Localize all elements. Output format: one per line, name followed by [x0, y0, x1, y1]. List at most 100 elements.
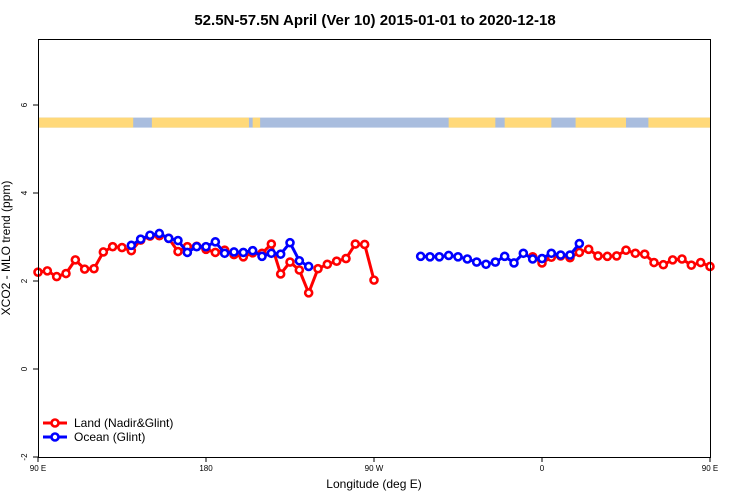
data-point	[695, 257, 706, 268]
land-strip-segment	[504, 117, 552, 128]
land-strip-segment	[151, 117, 249, 128]
data-point	[425, 251, 435, 262]
y-axis: -2 0 2 4 6	[20, 102, 38, 461]
data-point	[462, 254, 473, 264]
data-point	[565, 250, 575, 260]
ocean-strip	[38, 117, 710, 128]
data-point	[294, 255, 305, 266]
land-strip-segment	[648, 117, 710, 128]
y-tick-label: -2	[20, 453, 29, 461]
legend-item: Ocean (Glint)	[43, 430, 145, 444]
data-point	[61, 268, 71, 279]
chart-title: 52.5N-57.5N April (Ver 10) 2015-01-01 to…	[194, 12, 555, 29]
data-point	[266, 248, 277, 259]
land-strip-segment	[448, 117, 496, 128]
data-point	[621, 245, 631, 255]
land-ocean-strip	[38, 117, 710, 128]
data-point	[509, 258, 519, 268]
data-point	[303, 288, 314, 298]
plot-frame	[38, 39, 711, 458]
data-point	[602, 251, 613, 262]
data-point	[257, 251, 267, 262]
data-point	[434, 251, 445, 262]
land-strip-segment	[575, 117, 626, 128]
legend-swatch-marker	[50, 418, 60, 428]
data-point	[583, 244, 594, 255]
data-point	[163, 233, 174, 244]
data-point	[667, 255, 678, 265]
data-point	[443, 250, 454, 261]
data-point	[210, 247, 221, 258]
data-point	[154, 228, 165, 239]
data-point	[51, 271, 62, 282]
data-point	[247, 245, 258, 256]
data-point	[471, 257, 482, 267]
data-point	[275, 269, 286, 279]
y-axis-label: XCO2 - MLO trend (ppm)	[0, 181, 13, 316]
data-point	[70, 255, 81, 265]
data-point	[630, 248, 641, 259]
data-point	[313, 263, 323, 274]
data-point	[686, 260, 697, 270]
series-layer	[33, 228, 715, 298]
data-point	[518, 248, 529, 259]
data-point	[350, 239, 361, 249]
data-point	[369, 275, 379, 285]
data-point	[499, 251, 510, 262]
x-axis: 90 E 180 90 W 0 90 E	[30, 457, 718, 473]
data-point	[42, 266, 53, 276]
y-tick-label: 0	[20, 366, 29, 371]
data-point	[294, 265, 305, 275]
x-tick-label: 90 E	[702, 464, 718, 473]
data-point	[593, 251, 603, 261]
x-tick-label: 90 W	[365, 464, 384, 473]
legend-item: Land (Nadir&Glint)	[43, 416, 173, 430]
data-point	[173, 246, 183, 257]
y-tick-label: 6	[20, 102, 29, 107]
data-point	[415, 251, 426, 262]
x-axis-label: Longitude (deg E)	[326, 477, 421, 491]
legend-swatch-marker	[50, 432, 60, 442]
data-point	[359, 239, 370, 250]
data-point	[322, 259, 333, 270]
data-point	[145, 230, 155, 241]
data-point	[238, 247, 249, 258]
data-point	[210, 237, 221, 247]
data-point	[135, 234, 146, 244]
data-point	[303, 261, 314, 272]
data-point	[555, 250, 566, 260]
data-point	[173, 235, 183, 246]
data-point	[191, 241, 202, 252]
data-point	[639, 249, 650, 259]
data-point	[107, 241, 118, 252]
data-point	[201, 241, 211, 252]
data-point	[229, 247, 239, 257]
data-point	[266, 239, 277, 249]
data-point	[98, 247, 109, 257]
data-point	[79, 264, 90, 274]
legend: Land (Nadir&Glint)Ocean (Glint)	[43, 416, 173, 444]
data-point	[574, 238, 585, 249]
data-point	[285, 257, 295, 267]
data-point	[546, 248, 557, 259]
data-point	[126, 240, 137, 251]
data-point	[89, 263, 99, 274]
data-point	[182, 247, 193, 258]
data-point	[527, 254, 538, 264]
data-point	[537, 253, 547, 264]
data-point	[219, 248, 230, 259]
data-point	[490, 257, 501, 267]
x-tick-label: 0	[540, 464, 545, 473]
data-point	[117, 242, 127, 253]
data-point	[574, 247, 585, 258]
land-strip-segment	[38, 117, 134, 128]
data-point	[341, 253, 351, 264]
y-tick-label: 4	[20, 190, 29, 195]
data-point	[658, 259, 669, 270]
x-tick-label: 180	[199, 464, 213, 473]
data-point	[611, 251, 622, 261]
data-point	[453, 251, 463, 262]
data-point	[285, 237, 295, 248]
legend-label: Land (Nadir&Glint)	[74, 416, 173, 430]
